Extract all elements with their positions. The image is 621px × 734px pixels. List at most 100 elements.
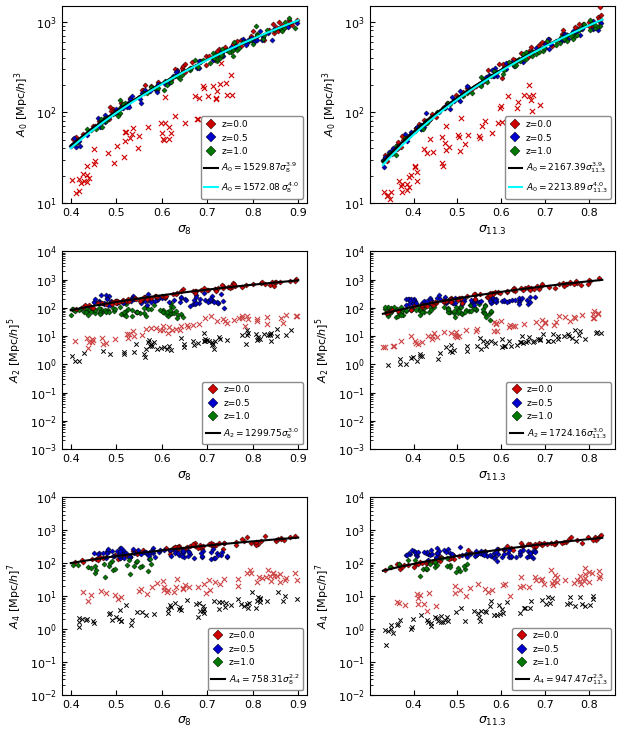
Point [460, 306, 470, 318]
Point [237, 597, 247, 609]
Point [208, 538, 218, 550]
Point [588, 15, 598, 27]
Point [114, 108, 124, 120]
Point [217, 280, 227, 291]
Point [171, 66, 181, 78]
Point [246, 32, 256, 43]
Point [395, 358, 405, 370]
Point [484, 70, 494, 81]
Point [160, 91, 170, 103]
Point [219, 537, 229, 549]
Point [116, 616, 126, 628]
Point [221, 597, 231, 609]
Point [118, 294, 128, 306]
Point [530, 545, 540, 557]
Point [265, 279, 275, 291]
Point [74, 185, 84, 197]
Point [447, 293, 457, 305]
Point [129, 545, 138, 557]
Point [269, 24, 279, 36]
Point [199, 327, 209, 339]
Point [259, 29, 269, 41]
Point [471, 295, 481, 307]
Point [204, 538, 214, 550]
Point [173, 541, 183, 553]
Point [119, 307, 129, 319]
Point [83, 595, 93, 607]
Point [482, 291, 492, 303]
Point [414, 118, 424, 130]
Point [385, 308, 395, 319]
Point [127, 90, 137, 102]
Point [489, 70, 499, 81]
Point [218, 295, 228, 307]
Point [484, 288, 494, 300]
Point [488, 293, 498, 305]
Point [512, 102, 522, 114]
Point [448, 549, 458, 561]
Point [570, 29, 580, 41]
Point [155, 545, 165, 556]
Point [527, 105, 537, 117]
Point [501, 63, 511, 75]
Point [110, 295, 120, 307]
Point [499, 341, 509, 352]
Point [190, 54, 200, 65]
Point [207, 338, 217, 350]
Point [146, 292, 156, 304]
Point [481, 115, 491, 127]
Point [115, 106, 125, 118]
Point [236, 40, 246, 52]
Point [396, 353, 406, 365]
Point [107, 545, 117, 556]
Point [403, 554, 413, 566]
Point [276, 313, 286, 324]
Point [486, 70, 496, 81]
Point [132, 306, 142, 318]
Point [568, 33, 578, 45]
Point [165, 73, 175, 85]
Point [161, 290, 171, 302]
Point [101, 551, 111, 563]
Point [132, 556, 142, 567]
Point [446, 327, 456, 338]
Point [394, 559, 404, 570]
Point [575, 325, 585, 337]
Point [407, 352, 417, 363]
Point [537, 538, 546, 550]
Point [533, 333, 543, 345]
Point [232, 536, 242, 548]
Point [125, 132, 135, 144]
Point [68, 139, 78, 150]
Point [439, 296, 449, 308]
Point [591, 534, 601, 545]
Point [217, 43, 227, 55]
Point [111, 295, 121, 307]
Point [504, 551, 514, 563]
Point [79, 306, 89, 318]
Point [535, 333, 545, 345]
Point [235, 42, 245, 54]
Point [97, 333, 107, 344]
Point [183, 321, 193, 333]
Point [117, 98, 127, 110]
Point [210, 54, 220, 65]
Point [383, 359, 392, 371]
Point [88, 305, 97, 316]
Point [88, 335, 98, 346]
Point [573, 23, 582, 34]
Point [421, 547, 431, 559]
Point [274, 22, 284, 34]
Point [102, 547, 112, 559]
Point [410, 160, 420, 172]
Point [152, 294, 162, 306]
Point [543, 335, 553, 347]
Point [186, 62, 196, 74]
Point [193, 542, 203, 553]
Point [134, 586, 144, 597]
Point [430, 297, 440, 308]
Point [246, 567, 256, 579]
Point [456, 307, 466, 319]
Point [148, 545, 158, 556]
Point [251, 328, 261, 340]
